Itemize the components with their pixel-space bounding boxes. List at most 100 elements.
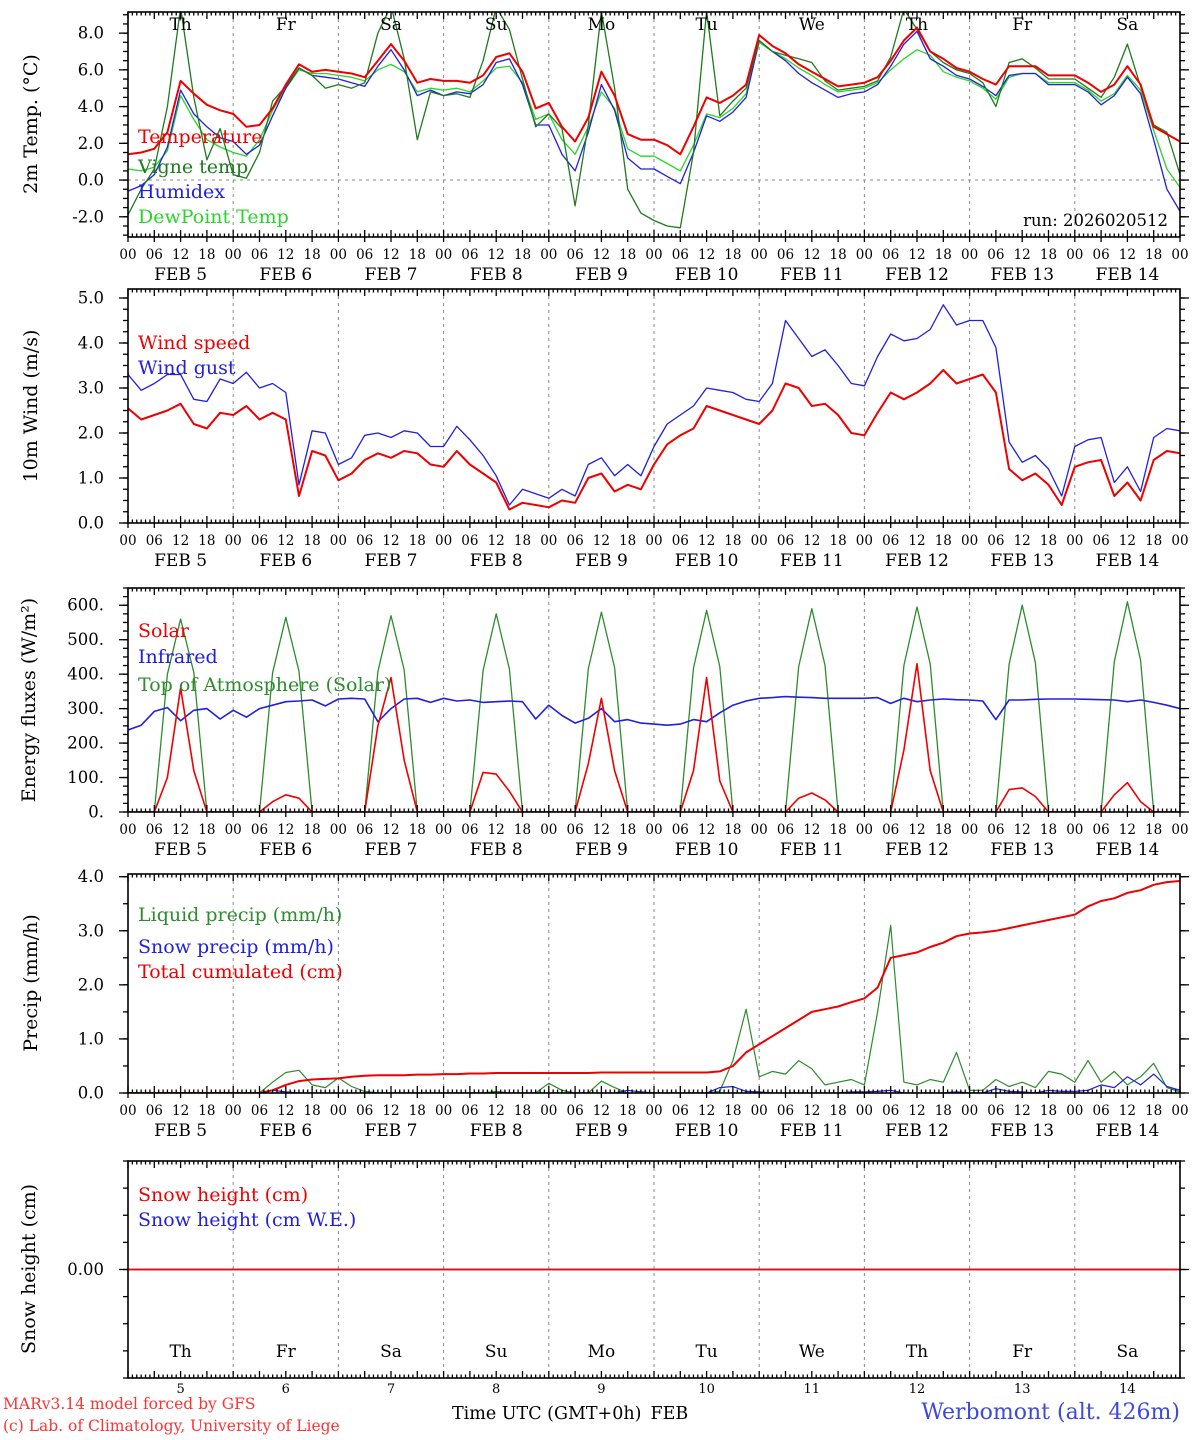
weekday-label: We <box>799 1342 825 1362</box>
hour-tick-label: 18 <box>198 247 215 263</box>
hour-tick-label: 12 <box>908 822 925 838</box>
hour-tick-label: 06 <box>251 1103 268 1119</box>
hour-tick-label: 00 <box>645 1103 662 1119</box>
hour-tick-label: 06 <box>356 533 373 549</box>
hour-tick-label: 06 <box>567 533 584 549</box>
date-label: FEB 12 <box>885 840 949 860</box>
hour-tick-label: 18 <box>1040 822 1057 838</box>
date-label: FEB 5 <box>154 265 207 285</box>
date-label: FEB 6 <box>259 1121 312 1141</box>
hour-tick-label: 18 <box>935 1103 952 1119</box>
date-label: FEB 6 <box>259 840 312 860</box>
day-number-label: 8 <box>492 1382 500 1397</box>
hour-tick-label: 06 <box>987 247 1004 263</box>
hour-tick-label: 00 <box>1171 1103 1188 1119</box>
hour-tick-label: 06 <box>777 247 794 263</box>
hour-tick-label: 12 <box>277 1103 294 1119</box>
weekday-label: Tu <box>695 1342 717 1362</box>
run-label: run: 2026020512 <box>1023 211 1168 230</box>
hour-tick-label: 06 <box>356 247 373 263</box>
legend-liquid-precip: Liquid precip (mm/h) <box>138 904 343 926</box>
footer-copyright-credit: (c) Lab. of Climatology, University of L… <box>3 1417 340 1435</box>
hour-tick-label: 18 <box>619 247 636 263</box>
hour-tick-label: 06 <box>567 247 584 263</box>
hour-tick-label: 12 <box>172 822 189 838</box>
y-tick-label: 500. <box>67 630 104 649</box>
weekday-label: Fr <box>1012 1342 1033 1362</box>
hour-tick-label: 12 <box>908 1103 925 1119</box>
series-temperature <box>128 26 1180 156</box>
panel-10m-wind: 5.0 4.0 3.0 2.0 1.0 0.0 00 06 12 18 FEB 5 00 06 12 18 F… <box>78 288 1189 571</box>
hour-tick-label: 06 <box>672 822 689 838</box>
hour-tick-label: 18 <box>409 1103 426 1119</box>
legend-humidex: Humidex <box>138 181 226 203</box>
hour-tick-label: 06 <box>987 822 1004 838</box>
date-label: FEB 6 <box>259 265 312 285</box>
weekday-label: Sa <box>1117 1342 1139 1362</box>
legend-snow-height-we: Snow height (cm W.E.) <box>138 1209 357 1231</box>
hour-tick-label: 06 <box>672 1103 689 1119</box>
hour-tick-label: 12 <box>1014 822 1031 838</box>
date-label: FEB 12 <box>885 551 949 571</box>
hour-tick-label: 12 <box>488 247 505 263</box>
hour-tick-label: 00 <box>1171 822 1188 838</box>
weekday-label: Su <box>485 15 508 35</box>
legend-infrared: Infrared <box>138 646 218 668</box>
y-tick-label: 0. <box>88 803 104 822</box>
hour-tick-label: 00 <box>961 1103 978 1119</box>
date-label: FEB 14 <box>1096 551 1160 571</box>
date-label: FEB 7 <box>365 551 418 571</box>
hour-tick-label: 00 <box>119 247 136 263</box>
date-label: FEB 11 <box>780 1121 844 1141</box>
hour-tick-label: 18 <box>724 247 741 263</box>
hour-tick-label: 00 <box>330 822 347 838</box>
y-tick-label: 4.0 <box>78 334 104 353</box>
y-tick-label: 5.0 <box>78 289 104 308</box>
date-label: FEB 8 <box>470 1121 523 1141</box>
y-tick-label: -2.0 <box>72 207 104 226</box>
month-label: FEB <box>650 1404 689 1424</box>
hour-tick-label: 18 <box>409 822 426 838</box>
hour-tick-label: 12 <box>698 1103 715 1119</box>
ylabel-snow: Snow height (cm) <box>18 1183 40 1355</box>
panel-2m-temperature: 8.0 6.0 4.0 2.0 0.0 -2.0 00 06 12 18 FEB 5 00 06 12 18… <box>72 11 1189 285</box>
hour-tick-label: 00 <box>645 822 662 838</box>
hour-tick-label: 12 <box>593 533 610 549</box>
series-vigne-temp <box>128 12 1180 229</box>
hour-tick-label: 12 <box>382 247 399 263</box>
legend-toa-solar: Top of Atmosphere (Solar) <box>138 674 392 696</box>
ylabel-precip: Precip (mm/h) <box>20 914 42 1052</box>
date-label: FEB 7 <box>365 1121 418 1141</box>
hour-tick-label: 06 <box>882 247 899 263</box>
hour-tick-label: 12 <box>488 1103 505 1119</box>
legend-wind-speed: Wind speed <box>138 332 251 354</box>
hour-tick-label: 00 <box>540 247 557 263</box>
hour-tick-label: 18 <box>1145 822 1162 838</box>
ylabel-temperature: 2m Temp. (°C) <box>20 54 42 194</box>
hour-tick-label: 18 <box>514 533 531 549</box>
hour-tick-label: 18 <box>409 247 426 263</box>
hour-tick-label: 06 <box>146 822 163 838</box>
legend-temperature: Temperature <box>138 126 263 148</box>
date-label: FEB 12 <box>885 1121 949 1141</box>
day-number-label: 10 <box>698 1382 715 1397</box>
hour-tick-label: 06 <box>1093 247 1110 263</box>
day-number-label: 7 <box>387 1382 395 1397</box>
hour-tick-label: 00 <box>330 247 347 263</box>
hour-tick-label: 06 <box>461 1103 478 1119</box>
hour-tick-label: 18 <box>514 1103 531 1119</box>
hour-tick-label: 06 <box>356 1103 373 1119</box>
hour-tick-label: 18 <box>619 822 636 838</box>
hour-tick-label: 06 <box>1093 533 1110 549</box>
hour-tick-label: 00 <box>645 533 662 549</box>
y-tick-label: 600. <box>67 596 104 615</box>
hour-tick-label: 06 <box>1093 1103 1110 1119</box>
hour-tick-label: 18 <box>514 822 531 838</box>
hour-tick-label: 00 <box>751 822 768 838</box>
hour-tick-label: 12 <box>172 247 189 263</box>
weekday-label: Tu <box>695 15 717 35</box>
date-label: FEB 5 <box>154 1121 207 1141</box>
footer-model-credit: MARv3.14 model forced by GFS <box>3 1395 256 1413</box>
date-label: FEB 12 <box>885 265 949 285</box>
